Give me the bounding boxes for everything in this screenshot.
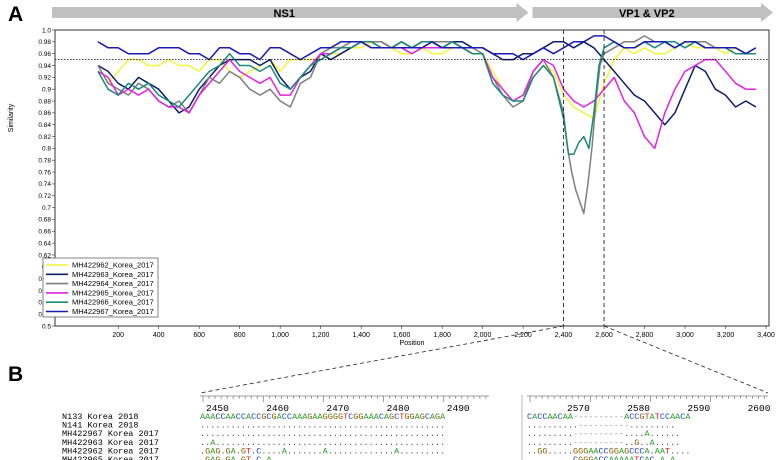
x-tick-label: 3,000 [676, 332, 694, 339]
alignment-seq-left: ..A.....................................… [200, 438, 445, 448]
region-label-1: NS1 [274, 8, 295, 20]
x-tick-label: 1,200 [312, 332, 330, 339]
region-arrow-1 [52, 3, 529, 22]
y-tick-label: 0.76 [38, 169, 51, 176]
y-tick-label: 0.8 [42, 146, 51, 153]
x-axis-label: Position [400, 340, 425, 347]
y-tick-label: 0.72 [38, 193, 51, 200]
y-tick-label: 0.84 [38, 122, 51, 129]
alignment-seq-left: ........................................… [200, 429, 445, 439]
series-line-1 [97, 41, 756, 120]
x-tick-label: 200 [112, 332, 124, 339]
y-tick-label: 0.68 [38, 217, 51, 224]
ruler-number: 2590 [687, 403, 710, 414]
position-markers [563, 30, 605, 326]
y-tick-label: 0.88 [38, 98, 51, 105]
alignment-row-label: MH422967 Korea 2017 [62, 429, 159, 439]
alignment-seq-right: .........----------....A...... [527, 429, 680, 439]
y-tick-label: 0.64 [38, 240, 51, 247]
zoom-line-left [199, 325, 564, 394]
alignment-seq-right: ..GG.....GGGAACCGGAGCCCA.AAT.... [527, 446, 691, 456]
y-tick-label: 0.62 [38, 252, 51, 259]
alignment-seq-left: AAACCAACCACCGCGACCAAAGAAGGGGTCGGAAACAGCT… [200, 412, 446, 422]
series-line-4 [97, 41, 756, 150]
y-tick-label: 0.78 [38, 158, 51, 165]
y-tick-label: 0.9 [42, 87, 51, 94]
alignment-row-label: MH422965 Korea 2017 [62, 455, 159, 460]
ruler-number: 2450 [206, 403, 229, 414]
series-lines [97, 35, 757, 215]
alignment-seq-right: CACCAACAA----------ACCGTATCCAACA [527, 412, 691, 422]
legend-box [42, 257, 159, 318]
zoom-guide-lines [199, 325, 769, 394]
legend-label-4: MH422965_Korea_2017 [72, 288, 154, 297]
ruler-number: 2580 [627, 403, 650, 414]
sequence-alignment: 2450 2460 2470 2480 2490 2570 2580 2590 2600 N133… [62, 395, 771, 460]
alignment-row-label: MH422963 Korea 2017 [62, 438, 159, 448]
legend-label-6: MH422967_Korea_2017 [72, 307, 154, 316]
ruler-number: 2470 [326, 403, 349, 414]
legend-label-1: MH422962_Korea_2017 [72, 261, 154, 270]
x-axis-ticks: 200 400 600 800 1,000 1,200 1,400 1,600 1,800 2,0… [112, 326, 775, 339]
series-line-6 [97, 35, 757, 61]
x-tick-label: 400 [153, 332, 165, 339]
alignment-seq-left: ........................................… [200, 421, 445, 431]
alignment-row-label: N141 Korea 2018 [62, 421, 139, 431]
x-tick-label: 1,000 [271, 332, 289, 339]
x-tick-label: 3,200 [717, 332, 735, 339]
zoom-line-right [603, 325, 769, 394]
alignment-row-label: MH422962 Korea 2017 [62, 446, 159, 456]
y-tick-label: 0.82 [38, 134, 51, 141]
x-tick-label: 1,800 [433, 332, 451, 339]
panel-b-label: B [8, 363, 23, 386]
ruler-number: 2600 [748, 403, 771, 414]
ruler-number: 2490 [447, 403, 470, 414]
legend-label-3: MH422964_Korea_2017 [72, 279, 154, 288]
x-tick-label: 2,200 [514, 332, 532, 339]
x-tick-label: 600 [193, 332, 205, 339]
ruler-number: 2570 [567, 403, 590, 414]
y-tick-label: 0.66 [38, 229, 51, 236]
alignment-row-label: N133 Korea 2018 [62, 412, 139, 422]
y-tick-label: 1.0 [42, 27, 51, 34]
legend-label-2: MH422963_Korea_2017 [72, 270, 154, 279]
alignment-seq-right: .........----------..G..A..... [527, 438, 680, 448]
panel-a-label: A [8, 3, 23, 26]
y-tick-label: 0.94 [38, 63, 51, 70]
y-axis-label: Similarity [8, 103, 15, 132]
x-tick-label: 2,800 [636, 332, 654, 339]
x-tick-label: 1,400 [352, 332, 370, 339]
y-tick-label: 0.86 [38, 110, 51, 117]
x-tick-label: 3,400 [757, 332, 775, 339]
legend-label-5: MH422966_Korea_2017 [72, 298, 154, 307]
x-tick-label: 2,000 [474, 332, 492, 339]
y-tick-label: 0.98 [38, 39, 51, 46]
ruler-number: 2480 [387, 403, 410, 414]
region-arrow-2 [532, 3, 773, 22]
alignment-seq-left: .GAG.GA.GT.C.A..........................… [200, 455, 450, 460]
y-tick-label: 0.7 [42, 205, 51, 212]
x-tick-label: 2,600 [595, 332, 613, 339]
y-tick-label: 0.74 [38, 181, 51, 188]
y-tick-label: 0.96 [38, 51, 51, 58]
alignment-seq-right: ..........----------......... [527, 421, 675, 431]
y-tick-label: 0.92 [38, 75, 51, 82]
x-tick-label: 1,600 [393, 332, 411, 339]
alignment-seq-right: .........CGGGACCAAAAATCAC.A.A..... [527, 455, 701, 460]
x-tick-label: 800 [234, 332, 246, 339]
x-tick-label: 2,400 [555, 332, 573, 339]
alignment-seq-left: .GAG.GA.GT.C....A.......A.............A.… [200, 446, 445, 456]
similarity-plot: 0.50.520.540.560.580.60.620.640.660.680.… [8, 27, 775, 347]
ruler-number: 2460 [266, 403, 289, 414]
region-arrows: NS1 VP1 & VP2 [52, 3, 773, 22]
plot-frame [54, 29, 770, 327]
legend: MH422962_Korea_2017MH422963_Korea_2017MH… [42, 257, 159, 318]
region-label-2: VP1 & VP2 [619, 8, 675, 20]
y-tick-label: 0.5 [42, 323, 51, 330]
